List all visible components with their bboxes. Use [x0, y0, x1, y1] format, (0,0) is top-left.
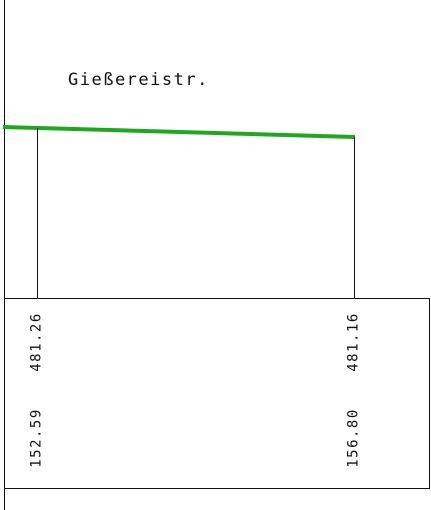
- distance-label: 152.59: [29, 408, 45, 468]
- terrain-line: [2, 125, 356, 139]
- distance-label: 156.80: [346, 408, 362, 468]
- elevation-label: 481.26: [29, 312, 45, 372]
- data-band: [4, 298, 430, 489]
- elevation-label: 481.16: [346, 312, 362, 372]
- street-name: Gießereistr.: [68, 70, 209, 90]
